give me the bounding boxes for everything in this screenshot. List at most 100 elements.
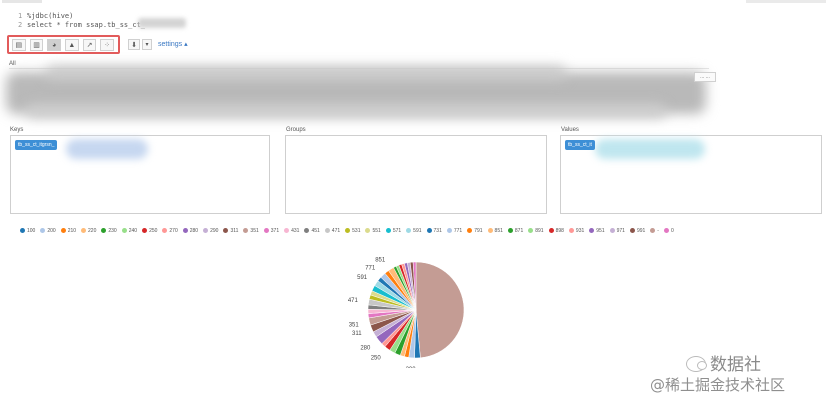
keys-dropzone[interactable]: tb_ss_ct_itgrsn_ xyxy=(10,135,270,214)
legend-item[interactable]: 791 xyxy=(467,226,483,236)
download-dropdown-button[interactable]: ▾ xyxy=(142,39,152,50)
legend-item[interactable]: 731 xyxy=(426,226,442,236)
line-chart-icon: ↗ xyxy=(86,41,93,49)
legend-item[interactable]: 531 xyxy=(345,226,360,236)
legend-swatch xyxy=(446,228,452,234)
pie-slice-label: 351 xyxy=(349,322,360,328)
legend-swatch xyxy=(406,228,412,234)
legend-item[interactable]: 210 xyxy=(60,226,77,236)
legend-item[interactable]: 230 xyxy=(101,226,117,236)
paragraph-header xyxy=(0,0,834,8)
pie-slice-label: 311 xyxy=(352,331,362,337)
legend-item[interactable]: 240 xyxy=(121,226,138,236)
pie-slice-label: 200 xyxy=(406,367,417,368)
legend-swatch xyxy=(203,228,209,234)
chart-type-toolbar: ▤ ▥ ◕ ▲ ↗ ⁘ xyxy=(7,35,120,54)
scatter-chart-button[interactable]: ⁘ xyxy=(100,38,115,51)
legend-item[interactable]: 250 xyxy=(142,226,157,236)
legend-label: 351 xyxy=(250,228,259,234)
line-chart-button[interactable]: ↗ xyxy=(82,38,97,51)
pie-slice-label: 771 xyxy=(365,265,376,271)
groups-label: Groups xyxy=(286,127,306,133)
legend-swatch xyxy=(101,228,107,234)
legend-swatch xyxy=(142,228,148,234)
legend-label: 240 xyxy=(128,228,138,234)
value-chip[interactable]: tb_ss_ct_it xyxy=(565,140,595,150)
groups-dropzone[interactable] xyxy=(285,135,547,214)
area-chart-button[interactable]: ▲ xyxy=(65,38,79,51)
legend-item[interactable]: 591 xyxy=(406,226,422,236)
legend-item[interactable]: 220 xyxy=(81,226,96,236)
legend-swatch xyxy=(324,228,330,234)
legend-label: 431 xyxy=(291,228,300,234)
redaction-blur xyxy=(6,64,718,124)
legend-item[interactable]: 290 xyxy=(203,226,218,236)
legend-label: 531 xyxy=(352,228,361,234)
legend-label: 891 xyxy=(535,228,544,234)
key-chip[interactable]: tb_ss_ct_itgrsn_ xyxy=(15,140,58,150)
legend-item[interactable]: 971 xyxy=(609,226,625,236)
legend-swatch xyxy=(40,228,46,234)
legend-label: 230 xyxy=(108,228,117,234)
legend-swatch xyxy=(663,228,669,234)
legend-label: 731 xyxy=(433,228,442,234)
legend-label: 280 xyxy=(189,228,199,234)
legend-label: 311 xyxy=(230,228,239,234)
legend-swatch xyxy=(243,228,249,234)
legend-item[interactable]: 851 xyxy=(487,226,503,236)
legend-item[interactable]: 471 xyxy=(324,226,341,236)
legend-swatch xyxy=(263,228,269,234)
legend-item[interactable]: 551 xyxy=(365,226,381,236)
legend-swatch xyxy=(467,228,473,234)
pie-slice-label: 591 xyxy=(357,275,368,281)
legend-swatch xyxy=(528,228,534,234)
legend-label: 471 xyxy=(331,228,341,234)
legend-swatch xyxy=(20,228,25,234)
legend-swatch xyxy=(121,228,127,234)
pie-slice-label: 250 xyxy=(371,355,382,361)
legend-item[interactable]: 571 xyxy=(385,226,401,236)
legend-item[interactable]: 451 xyxy=(304,226,320,236)
legend-item[interactable]: 431 xyxy=(284,226,299,236)
legend-item[interactable]: 100 xyxy=(20,226,35,236)
watermark: 数据社 @稀土掘金技术社区 xyxy=(630,350,820,398)
legend-item[interactable]: 991 xyxy=(629,226,645,236)
legend-item[interactable]: 931 xyxy=(568,226,584,236)
code-editor[interactable]: 1 %jdbc(hive) 2 select * from ssap.tb_ss_c… xyxy=(18,12,145,30)
legend-swatch xyxy=(609,228,615,234)
pie-chart-button[interactable]: ◕ xyxy=(47,38,62,51)
legend-item[interactable]: - xyxy=(650,226,659,236)
bar-chart-button[interactable]: ▥ xyxy=(29,38,44,51)
values-dropzone[interactable]: tb_ss_ct_it xyxy=(560,135,822,214)
legend-item[interactable]: 898 xyxy=(548,226,564,236)
chart-legend: 100 200 210 220 230 240 250 270 280 290 311 351 371 4… xyxy=(20,226,820,236)
values-label: Values xyxy=(561,127,579,133)
pie-slice[interactable] xyxy=(412,261,417,311)
legend-label: 290 xyxy=(210,228,219,234)
legend-item[interactable]: 311 xyxy=(223,226,238,236)
legend-item[interactable]: 200 xyxy=(40,226,56,236)
table-view-button[interactable]: ▤ xyxy=(12,38,26,51)
legend-swatch xyxy=(548,228,554,234)
legend-item[interactable]: 371 xyxy=(263,226,279,236)
legend-item[interactable]: 0 xyxy=(663,226,674,236)
fields-more-button[interactable]: ... ... xyxy=(694,72,716,82)
code-line: 1 %jdbc(hive) xyxy=(18,12,74,20)
legend-label: - xyxy=(657,228,659,234)
download-button[interactable]: ⬇ xyxy=(128,39,140,50)
settings-link[interactable]: settings ▴ xyxy=(158,41,188,48)
legend-item[interactable]: 280 xyxy=(182,226,199,236)
legend-label: 210 xyxy=(67,228,77,234)
redaction-blur xyxy=(138,18,186,28)
pie-slice[interactable] xyxy=(415,261,465,359)
legend-item[interactable]: 771 xyxy=(446,226,462,236)
legend-item[interactable]: 270 xyxy=(162,226,178,236)
legend-item[interactable]: 951 xyxy=(589,226,605,236)
legend-item[interactable]: 871 xyxy=(507,226,523,236)
legend-label: 791 xyxy=(474,228,483,234)
pie-slice-label: 471 xyxy=(348,298,359,304)
wechat-icon xyxy=(686,356,707,372)
download-icon: ⬇ xyxy=(131,42,137,49)
legend-item[interactable]: 351 xyxy=(243,226,259,236)
legend-item[interactable]: 891 xyxy=(528,226,544,236)
